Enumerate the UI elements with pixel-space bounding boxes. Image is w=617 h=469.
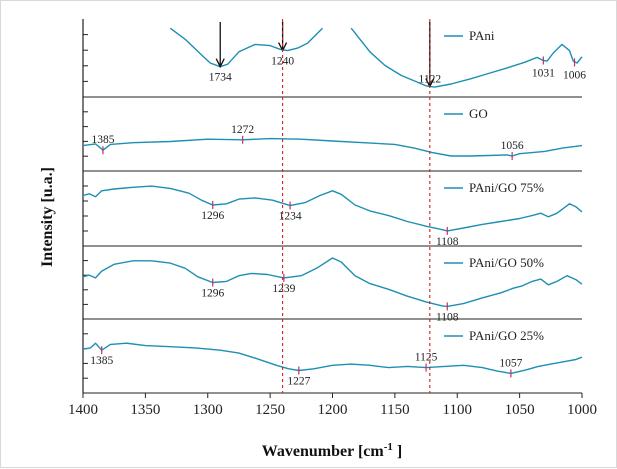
peak-label: 1006 bbox=[563, 69, 586, 81]
x-tick-label: 1350 bbox=[130, 402, 160, 418]
x-axis-label-end: ] bbox=[393, 443, 402, 460]
spectrum-line bbox=[82, 342, 583, 375]
peak-label: 1125 bbox=[415, 352, 438, 364]
x-tick-label: 1100 bbox=[443, 402, 472, 418]
peak-label: 1734 bbox=[209, 72, 232, 84]
panel-3: 1296 1239 1108 PAni/GO 50% bbox=[82, 255, 583, 323]
peak-label: 1296 bbox=[201, 210, 224, 222]
x-axis-label: Wavenumber [cm-1 ] bbox=[262, 441, 402, 460]
peak-label: 1234 bbox=[279, 211, 302, 223]
x-axis-label-text: Wavenumber [cm bbox=[262, 443, 385, 460]
peak-label: 1056 bbox=[501, 140, 524, 152]
peak-label: 1227 bbox=[287, 376, 310, 388]
legend-label: PAni bbox=[469, 28, 495, 43]
peak-label: 1057 bbox=[499, 357, 522, 369]
peak-label: 1272 bbox=[231, 124, 254, 136]
panel-1: 1385 1272 1056 GO bbox=[82, 106, 583, 172]
x-tick-label: 1250 bbox=[255, 402, 285, 418]
peak-label: 1296 bbox=[201, 288, 224, 300]
panel-4: 1385 1227 1125 1057 PAni/GO 25% bbox=[82, 328, 583, 394]
legend-label: PAni/GO 50% bbox=[469, 255, 544, 270]
spectrum-line bbox=[350, 27, 583, 88]
panel-2: 1296 1234 1108 PAni/GO 75% bbox=[82, 180, 583, 248]
spectrum-line bbox=[82, 185, 583, 232]
peak-arrow-head bbox=[215, 58, 225, 69]
x-axis-label-superscript: -1 bbox=[384, 441, 393, 453]
legend-label: PAni/GO 75% bbox=[469, 180, 544, 195]
reference-lines bbox=[282, 19, 431, 393]
x-tick-label: 1200 bbox=[318, 402, 348, 418]
spectrum-line bbox=[169, 27, 323, 68]
x-tick-label: 1000 bbox=[567, 402, 597, 418]
peak-label: 1385 bbox=[90, 355, 113, 367]
legend-label: PAni/GO 25% bbox=[469, 328, 544, 343]
x-tick-label: 1050 bbox=[505, 402, 535, 418]
x-axis: 1400 1350 1300 1250 1200 1150 1100 1050 1000 bbox=[68, 393, 597, 418]
peak-label: 1239 bbox=[272, 283, 295, 295]
spectrum-line bbox=[82, 257, 583, 308]
legend-label: GO bbox=[469, 106, 488, 121]
y-axis-label: Intensity [u.a.] bbox=[39, 167, 56, 267]
x-tick-label: 1300 bbox=[193, 402, 223, 418]
peak-label: 1108 bbox=[436, 236, 459, 248]
x-tick-label: 1400 bbox=[68, 402, 98, 418]
peak-label: 1108 bbox=[436, 311, 459, 323]
peak-label: 1385 bbox=[91, 134, 114, 146]
x-tick-label: 1150 bbox=[380, 402, 409, 418]
spectrum-line bbox=[82, 137, 583, 157]
peak-label: 1031 bbox=[532, 67, 555, 79]
